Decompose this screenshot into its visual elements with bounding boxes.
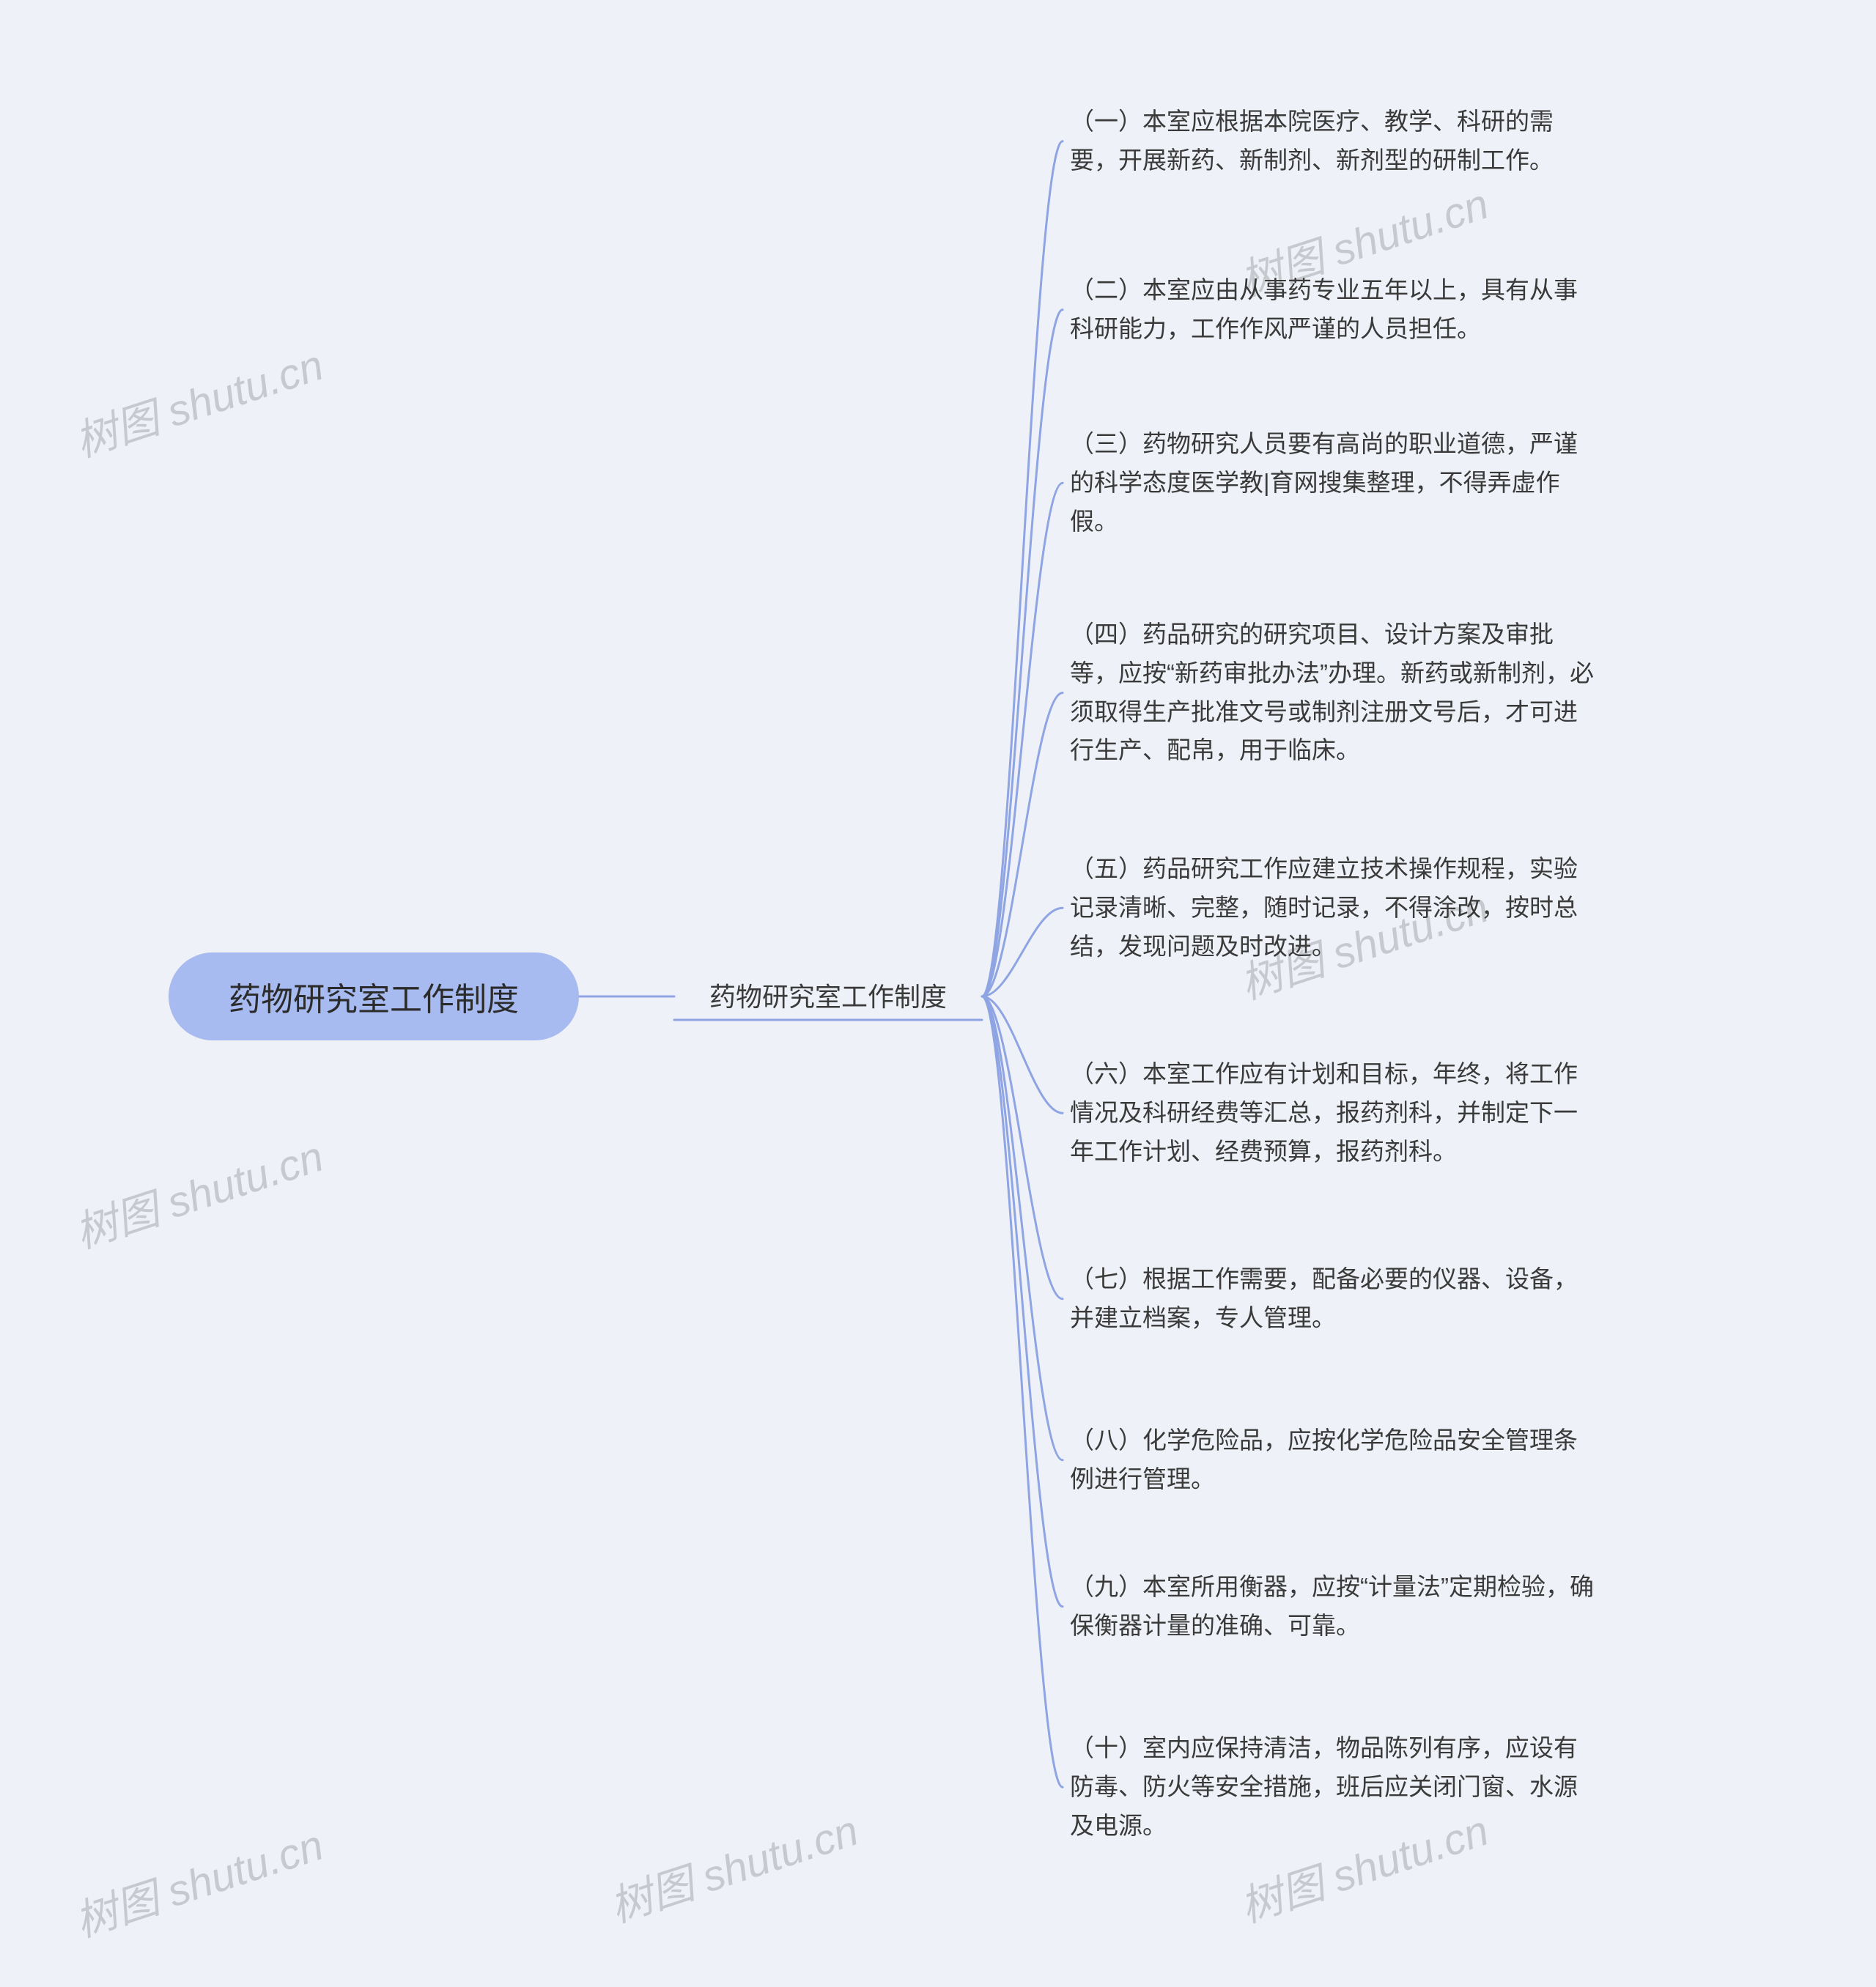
leaf-node[interactable]: （五）药品研究工作应建立技术操作规程，实验记录清晰、完整，随时记录，不得涂改，按… <box>1070 850 1598 966</box>
watermark: 树图 shutu.cn <box>66 330 330 468</box>
watermark: 树图 shutu.cn <box>66 1122 330 1259</box>
root-node[interactable]: 药物研究室工作制度 <box>169 952 579 1040</box>
leaf-node[interactable]: （一）本室应根据本院医疗、教学、科研的需要，开展新药、新制剂、新剂型的研制工作。 <box>1070 103 1598 180</box>
watermark: 树图 shutu.cn <box>601 1796 865 1934</box>
sub-node[interactable]: 药物研究室工作制度 <box>682 973 975 1017</box>
diagram-canvas: 药物研究室工作制度 药物研究室工作制度 （一）本室应根据本院医疗、教学、科研的需… <box>0 0 1876 1987</box>
watermark: 树图 shutu.cn <box>66 1810 330 1948</box>
leaf-node[interactable]: （六）本室工作应有计划和目标，年终，将工作情况及科研经费等汇总，报药剂科，并制定… <box>1070 1055 1598 1171</box>
leaf-node[interactable]: （四）药品研究的研究项目、设计方案及审批等，应按“新药审批办法”办理。新药或新制… <box>1070 615 1598 770</box>
leaf-node[interactable]: （十）室内应保持清洁，物品陈列有序，应设有防毒、防火等安全措施，班后应关闭门窗、… <box>1070 1729 1598 1845</box>
leaf-node[interactable]: （七）根据工作需要，配备必要的仪器、设备，并建立档案，专人管理。 <box>1070 1260 1598 1338</box>
leaf-node[interactable]: （二）本室应由从事药专业五年以上，具有从事科研能力，工作作风严谨的人员担任。 <box>1070 271 1598 349</box>
leaf-node[interactable]: （九）本室所用衡器，应按“计量法”定期检验，确保衡器计量的准确、可靠。 <box>1070 1568 1598 1646</box>
leaf-node[interactable]: （八）化学危险品，应按化学危险品安全管理条例进行管理。 <box>1070 1421 1598 1499</box>
leaf-node[interactable]: （三）药物研究人员要有高尚的职业道德，严谨的科学态度医学教|育网搜集整理，不得弄… <box>1070 425 1598 541</box>
